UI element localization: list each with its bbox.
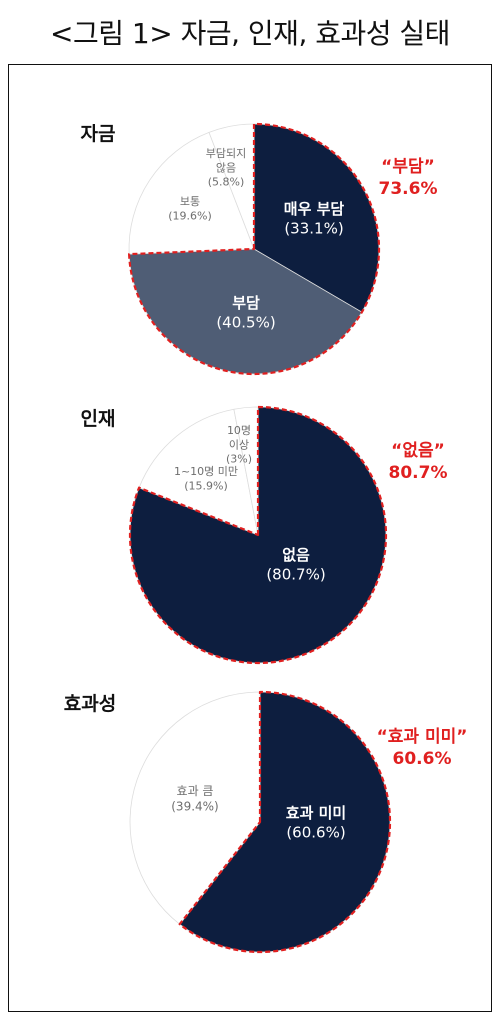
slice-label: 부담되지 않음 (5.8%) <box>206 147 246 189</box>
slice-label: 효과 큼 (39.4%) <box>171 784 218 814</box>
highlight-outline <box>128 122 381 376</box>
slice-label-line: (80.7%) <box>266 566 325 584</box>
slice-label: 보통 (19.6%) <box>168 195 212 222</box>
callout-value: 60.6% <box>393 749 452 769</box>
callout-label: “효과 미미” <box>377 727 468 747</box>
slice-label: 1~10명 미만 (15.9%) <box>174 465 238 492</box>
pie-slice <box>128 131 255 255</box>
pie-slice <box>138 408 259 536</box>
slice-label-line: (5.8%) <box>208 176 245 189</box>
slice-label-line: (40.5%) <box>216 314 275 332</box>
slice-label-line: (60.6%) <box>286 824 345 842</box>
slice-label: 매우 부담 (33.1%) <box>284 200 345 238</box>
slice-label-line: 없음 <box>282 546 310 564</box>
slice-label-line: 매우 부담 <box>284 200 345 218</box>
slice-label: 없음 (80.7%) <box>266 546 325 584</box>
slice-label: 효과 미미 (60.6%) <box>286 804 346 842</box>
chart-frame <box>8 64 492 1012</box>
slice-label-line: 부담 <box>232 294 260 312</box>
callout-value: 73.6% <box>379 179 438 199</box>
slice-label-line: (15.9%) <box>184 479 228 492</box>
slice-label-line: 이상 <box>229 438 249 451</box>
chart-title: 효과성 <box>64 693 116 715</box>
slice-label: 10명 이상 (3%) <box>226 424 252 466</box>
slice-label-line: (39.4%) <box>171 800 218 814</box>
slice-label-line: (33.1%) <box>284 220 343 238</box>
figure-title: <그림 1> 자금, 인재, 효과성 실태 <box>50 17 450 50</box>
slice-label-line: 효과 미미 <box>286 804 346 822</box>
slice-label-line: 않음 <box>216 161 236 174</box>
callout-value: 80.7% <box>389 463 448 483</box>
slice-label: 부담 (40.5%) <box>216 294 275 332</box>
slice-label-line: 10명 <box>227 424 251 437</box>
highlight-outline <box>128 405 388 665</box>
slice-label-line: 1~10명 미만 <box>174 465 238 478</box>
slice-label-line: 부담되지 <box>206 147 246 160</box>
slice-label-line: 효과 큼 <box>177 784 214 798</box>
pie-slice <box>129 691 261 925</box>
slice-label-line: (19.6%) <box>168 209 212 222</box>
callout-label: “부담” <box>381 157 435 177</box>
highlight-outline <box>178 690 392 954</box>
slice-label-line: (3%) <box>226 453 252 466</box>
pie-slice <box>233 406 259 536</box>
slice-label-line: 보통 <box>180 195 200 208</box>
callout-label: “없음” <box>391 441 445 461</box>
chart-title: 인재 <box>81 408 116 430</box>
chart-title: 자금 <box>81 123 116 145</box>
